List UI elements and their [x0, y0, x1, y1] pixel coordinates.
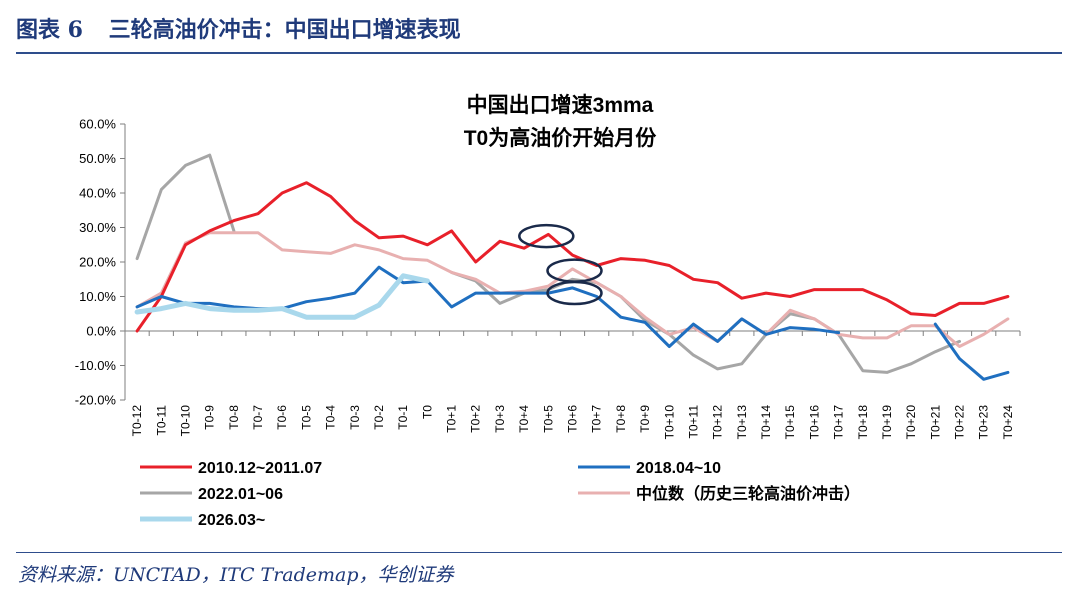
legend-label: 2022.01~06 [198, 486, 283, 503]
x-tick-label: T0+18 [856, 405, 870, 440]
highlight-ellipse [546, 280, 603, 306]
x-tick-label: T0-5 [299, 405, 313, 430]
x-tick-label: T0+11 [686, 405, 700, 439]
x-tick-label: T0-9 [203, 405, 217, 430]
y-tick-label: 30.0% [79, 220, 116, 235]
y-tick-label: 50.0% [79, 151, 116, 166]
x-tick-label: T0+17 [832, 405, 846, 440]
x-tick-label: T0-11 [154, 405, 168, 436]
figure-label: 图表 6 [16, 17, 83, 43]
series-line [450, 270, 961, 374]
x-tick-label: T0+9 [638, 405, 652, 433]
x-tick-label: T0+21 [928, 405, 942, 440]
legend-label: 2018.04~10 [636, 460, 721, 477]
y-tick-label: -20.0% [75, 393, 117, 408]
x-tick-label: T0+16 [807, 405, 821, 440]
highlight-ellipse [518, 223, 575, 249]
x-tick-label: T0-6 [275, 405, 289, 430]
x-tick-label: T0+19 [880, 405, 894, 440]
x-tick-label: T0+23 [977, 405, 991, 440]
chart-title-line2: T0为高油价开始月份 [464, 126, 658, 150]
x-tick-label: T0+1 [445, 405, 459, 433]
legend-label: 2026.03~ [198, 512, 265, 529]
x-tick-label: T0+14 [759, 405, 773, 440]
series-line [135, 231, 1010, 348]
x-tick-label: T0+12 [711, 405, 725, 440]
x-tick-label: T0-1 [396, 405, 410, 430]
figure-title: 三轮高油价冲击：中国出口增速表现 [108, 17, 461, 43]
x-tick-label: T0-3 [348, 405, 362, 430]
x-tick-label: T0+3 [493, 405, 507, 433]
series-line [135, 153, 236, 261]
x-tick-label: T0-8 [227, 405, 241, 430]
x-tick-label: T0+10 [662, 405, 676, 440]
figure-header: 图表 6 三轮高油价冲击：中国出口增速表现 [16, 12, 461, 44]
x-tick-label: T0+2 [469, 405, 483, 433]
x-tick-label: T0+24 [1001, 405, 1015, 440]
y-tick-label: 0.0% [86, 324, 116, 339]
x-tick-label: T0-4 [324, 405, 338, 430]
x-tick-label: T0+5 [541, 405, 555, 433]
x-tick-label: T0+7 [590, 405, 604, 433]
series-line [135, 181, 1010, 333]
x-tick-label: T0+6 [566, 405, 580, 433]
x-tick-label: T0+13 [735, 405, 749, 440]
series-line [134, 273, 430, 320]
y-tick-label: 40.0% [79, 186, 116, 201]
y-tick-label: 10.0% [79, 289, 116, 304]
x-tick-label: T0+20 [904, 405, 918, 440]
legend-label: 2010.12~2011.07 [198, 460, 322, 477]
x-tick-label: T0+4 [517, 405, 531, 433]
header-rule [16, 52, 1062, 54]
legend-label: 中位数（历史三轮高油价冲击） [636, 484, 860, 503]
x-tick-label: T0-7 [251, 405, 265, 430]
x-tick-label: T0-10 [178, 405, 192, 437]
chart-title-line1: 中国出口增速3mma [467, 93, 654, 117]
x-tick-label: T0-2 [372, 405, 386, 430]
x-tick-label: T0-12 [130, 405, 144, 437]
y-tick-label: -10.0% [75, 358, 117, 373]
x-tick-label: T0+15 [783, 405, 797, 440]
y-tick-label: 60.0% [79, 117, 116, 132]
x-tick-label: T0 [420, 405, 434, 419]
x-tick-label: T0+22 [953, 405, 967, 440]
series-line [933, 322, 1010, 381]
x-tick-label: T0+8 [614, 405, 628, 433]
footer-rule [16, 552, 1062, 553]
y-tick-label: 20.0% [79, 255, 116, 270]
source-note: 资料来源：UNCTAD，ITC Trademap，华创证券 [18, 564, 454, 586]
